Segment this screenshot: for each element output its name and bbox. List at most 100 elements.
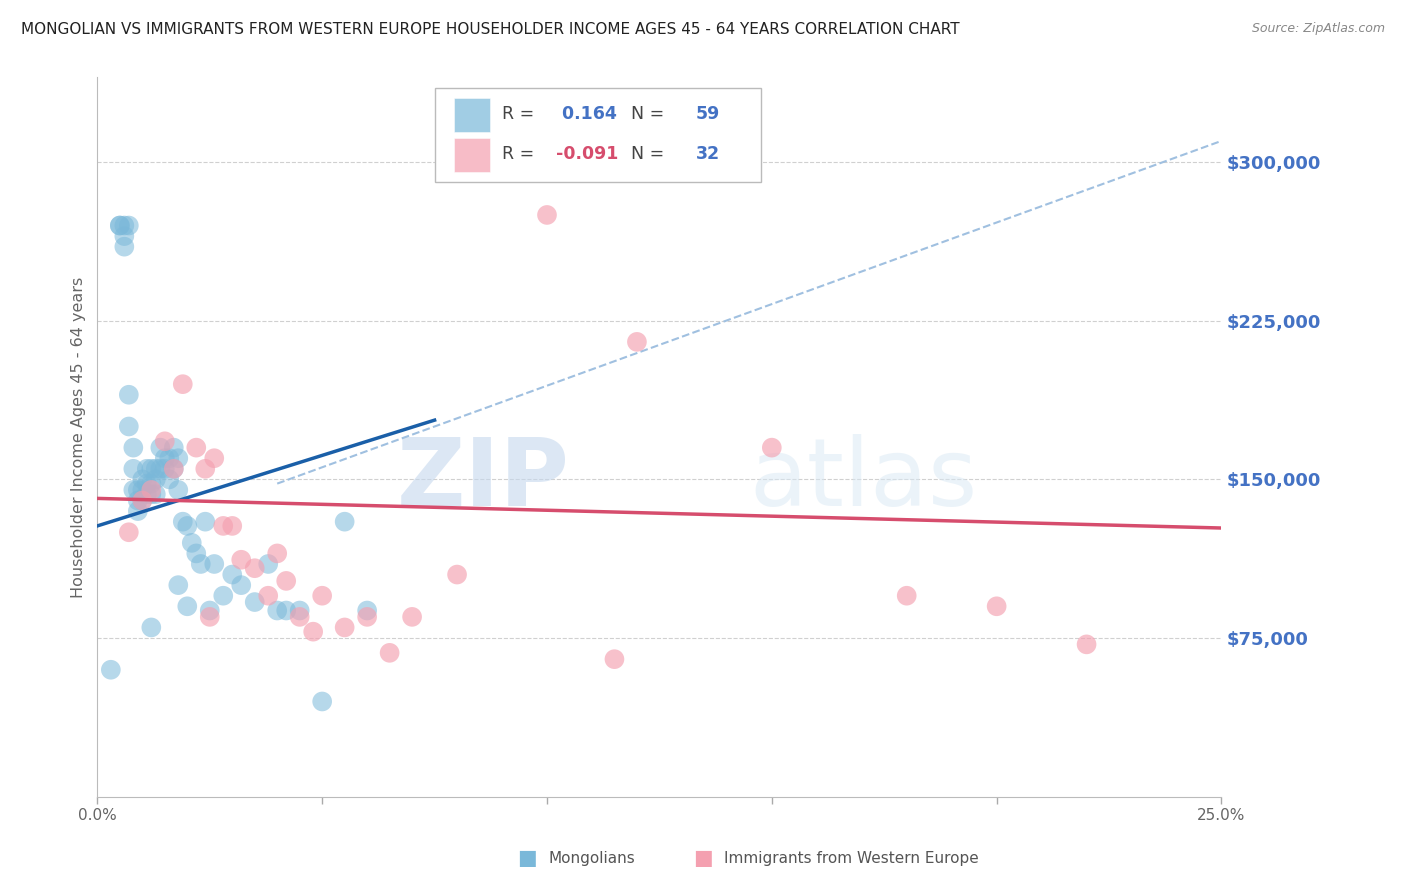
Text: 59: 59 bbox=[696, 105, 720, 123]
Text: R =: R = bbox=[502, 105, 540, 123]
Point bbox=[257, 589, 280, 603]
Text: ZIP: ZIP bbox=[396, 434, 569, 526]
Text: atlas: atlas bbox=[749, 434, 977, 526]
Point bbox=[176, 599, 198, 614]
Point bbox=[194, 462, 217, 476]
Point bbox=[266, 546, 288, 560]
Point bbox=[356, 610, 378, 624]
Point bbox=[122, 462, 145, 476]
Point bbox=[221, 567, 243, 582]
Point bbox=[122, 483, 145, 497]
Point bbox=[127, 483, 149, 497]
Text: -0.091: -0.091 bbox=[555, 145, 619, 163]
Point bbox=[198, 603, 221, 617]
Point bbox=[302, 624, 325, 639]
Point bbox=[167, 483, 190, 497]
Point bbox=[118, 419, 141, 434]
Point bbox=[626, 334, 648, 349]
Point bbox=[127, 504, 149, 518]
Point bbox=[186, 441, 208, 455]
Y-axis label: Householder Income Ages 45 - 64 years: Householder Income Ages 45 - 64 years bbox=[72, 277, 86, 598]
Text: ■: ■ bbox=[693, 848, 713, 868]
FancyBboxPatch shape bbox=[454, 98, 489, 132]
Point bbox=[172, 377, 194, 392]
Point bbox=[141, 620, 163, 634]
Point bbox=[311, 694, 333, 708]
Point bbox=[212, 589, 235, 603]
Point bbox=[135, 476, 157, 491]
Point bbox=[118, 219, 141, 233]
Point bbox=[108, 219, 131, 233]
Point bbox=[257, 557, 280, 571]
Point bbox=[127, 493, 149, 508]
Text: 0.164: 0.164 bbox=[555, 105, 617, 123]
Point bbox=[135, 487, 157, 501]
Point bbox=[108, 219, 131, 233]
Point bbox=[145, 462, 167, 476]
Point bbox=[896, 589, 918, 603]
Point bbox=[176, 519, 198, 533]
Point bbox=[141, 487, 163, 501]
FancyBboxPatch shape bbox=[434, 88, 761, 182]
Point bbox=[141, 476, 163, 491]
Point bbox=[356, 603, 378, 617]
Point bbox=[141, 483, 163, 497]
Text: ■: ■ bbox=[517, 848, 537, 868]
Point bbox=[122, 441, 145, 455]
Text: Source: ZipAtlas.com: Source: ZipAtlas.com bbox=[1251, 22, 1385, 36]
Point bbox=[167, 578, 190, 592]
Point bbox=[157, 472, 180, 486]
Point bbox=[401, 610, 423, 624]
Text: N =: N = bbox=[620, 105, 669, 123]
Point bbox=[131, 493, 153, 508]
Point bbox=[266, 603, 288, 617]
Text: R =: R = bbox=[502, 145, 540, 163]
Point bbox=[276, 574, 298, 588]
Point bbox=[131, 472, 153, 486]
Point bbox=[202, 557, 225, 571]
Point bbox=[311, 589, 333, 603]
Point bbox=[118, 388, 141, 402]
Point bbox=[145, 487, 167, 501]
Point bbox=[131, 493, 153, 508]
Point bbox=[212, 519, 235, 533]
Point bbox=[167, 451, 190, 466]
Point bbox=[163, 441, 186, 455]
Point bbox=[100, 663, 122, 677]
Point bbox=[172, 515, 194, 529]
Point bbox=[112, 229, 135, 244]
Point bbox=[288, 610, 311, 624]
Point bbox=[276, 603, 298, 617]
Point bbox=[231, 578, 253, 592]
Point bbox=[190, 557, 212, 571]
Point bbox=[135, 462, 157, 476]
Point bbox=[221, 519, 243, 533]
Point bbox=[761, 441, 783, 455]
Point bbox=[1076, 637, 1098, 651]
Point bbox=[118, 525, 141, 540]
Point bbox=[153, 451, 176, 466]
Point bbox=[198, 610, 221, 624]
Text: MONGOLIAN VS IMMIGRANTS FROM WESTERN EUROPE HOUSEHOLDER INCOME AGES 45 - 64 YEAR: MONGOLIAN VS IMMIGRANTS FROM WESTERN EUR… bbox=[21, 22, 960, 37]
FancyBboxPatch shape bbox=[454, 137, 489, 172]
Point bbox=[288, 603, 311, 617]
Point bbox=[986, 599, 1008, 614]
Point bbox=[131, 483, 153, 497]
Point bbox=[186, 546, 208, 560]
Point bbox=[536, 208, 558, 222]
Point bbox=[163, 462, 186, 476]
Point bbox=[163, 462, 186, 476]
Point bbox=[243, 595, 266, 609]
Point bbox=[333, 620, 356, 634]
Point bbox=[202, 451, 225, 466]
Point bbox=[153, 434, 176, 449]
Point bbox=[153, 462, 176, 476]
Point bbox=[603, 652, 626, 666]
Point bbox=[378, 646, 401, 660]
Point bbox=[141, 462, 163, 476]
Point bbox=[180, 536, 202, 550]
Text: Mongolians: Mongolians bbox=[548, 851, 636, 865]
Point bbox=[157, 451, 180, 466]
Point bbox=[145, 472, 167, 486]
Text: N =: N = bbox=[620, 145, 669, 163]
